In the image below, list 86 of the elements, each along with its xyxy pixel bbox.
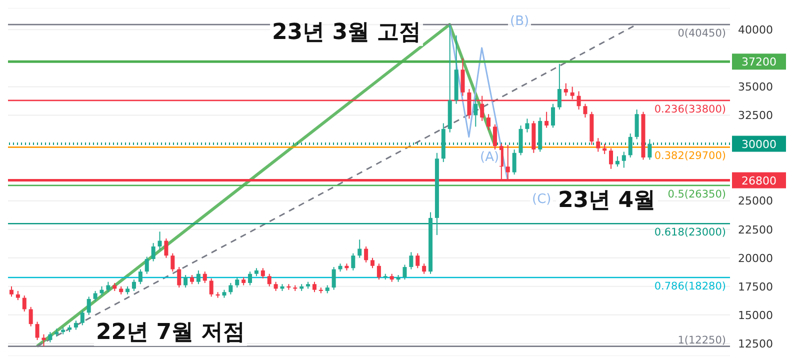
candlestick: [196, 270, 200, 285]
ref-line-label: 30000: [742, 138, 776, 151]
candlestick: [525, 118, 530, 133]
candlestick: [93, 290, 98, 302]
y-tick-label: 40000: [738, 24, 773, 37]
candlestick: [609, 148, 614, 170]
chart-note: (C): [530, 192, 554, 208]
candlestick: [86, 296, 91, 316]
candlestick: [28, 306, 33, 327]
candlestick: [184, 274, 188, 288]
candlestick: [22, 295, 26, 312]
candlestick: [80, 310, 84, 326]
candlestick: [164, 238, 168, 258]
ref-line-label: 0.786(18280): [654, 280, 726, 292]
candlestick: [596, 138, 600, 152]
candlestick: [557, 63, 562, 110]
candlestick: [151, 242, 156, 262]
candlestick: [460, 58, 465, 96]
candlestick: [209, 278, 214, 298]
y-tick-label: 17500: [738, 280, 773, 294]
candlestick: [422, 263, 426, 274]
chart-note: (A): [478, 150, 502, 166]
candlestick: [106, 281, 110, 293]
candlestick: [332, 266, 336, 290]
candlestick: [583, 103, 588, 118]
candlestick: [48, 332, 52, 343]
y-tick-label: 22500: [738, 223, 773, 236]
candlestick: [274, 281, 278, 292]
y-tick-label: 35000: [738, 80, 773, 94]
candlestick: [74, 320, 78, 330]
candlestick: [312, 281, 316, 293]
y-tick-label: 15000: [738, 308, 773, 322]
candlestick: [138, 268, 142, 285]
line-series: [448, 24, 508, 182]
candlestick: [416, 252, 420, 269]
candlestick: [564, 82, 568, 96]
candlestick: [492, 124, 497, 150]
candlestick: [158, 231, 162, 250]
candlestick: [544, 111, 549, 128]
candlestick: [628, 133, 632, 158]
candlestick: [248, 271, 252, 286]
candlestick: [351, 252, 356, 271]
candlestick: [202, 271, 207, 284]
candlestick: [402, 264, 407, 280]
candlestick: [16, 290, 20, 301]
candlestick: [144, 256, 149, 274]
y-tick-label: 32500: [738, 109, 773, 122]
candlestick: [228, 282, 233, 295]
chart-note: (B): [508, 14, 532, 30]
ref-line-label: 0.382(29700): [654, 150, 726, 162]
candlestick: [512, 148, 516, 176]
ref-line-label: 0.236(33800): [654, 103, 726, 116]
candlestick: [486, 114, 491, 131]
ref-line-label: 0(40450): [678, 28, 726, 40]
y-tick-label: 20000: [738, 252, 773, 265]
candlestick: [474, 98, 478, 128]
candlestick: [42, 334, 46, 347]
candlestick: [267, 273, 272, 287]
candlestick: [190, 274, 194, 285]
candlestick: [177, 266, 182, 288]
candlestick: [260, 268, 265, 279]
candlestick: [10, 286, 14, 298]
candlestick: [358, 239, 362, 258]
candlestick: [35, 321, 40, 341]
y-tick-label: 25000: [738, 194, 773, 208]
chart-note: 23년 3월 고점: [270, 20, 424, 46]
ref-line-label: 1(12250): [678, 334, 726, 346]
ref-line-label: 26800: [742, 174, 776, 188]
chart-note: 22년 7월 저점: [94, 320, 248, 346]
candlestick: [622, 151, 626, 168]
candlestick: [518, 125, 523, 156]
candlestick: [648, 138, 652, 160]
candlestick: [409, 252, 414, 270]
candlestick: [132, 279, 136, 292]
ref-line-label: 0.5(26350): [668, 188, 726, 200]
ref-line-label: 0.618(23000): [654, 226, 726, 239]
candlestick: [235, 276, 240, 288]
candlestick: [376, 263, 381, 280]
candlestick: [364, 246, 368, 263]
candlestick: [370, 257, 374, 269]
y-tick-label: 12500: [738, 337, 773, 350]
candlestick: [551, 103, 555, 128]
candlestick: [634, 109, 639, 140]
candlestick: [615, 156, 620, 168]
candlestick: [170, 252, 175, 272]
ref-line-label: 37200: [742, 56, 776, 69]
